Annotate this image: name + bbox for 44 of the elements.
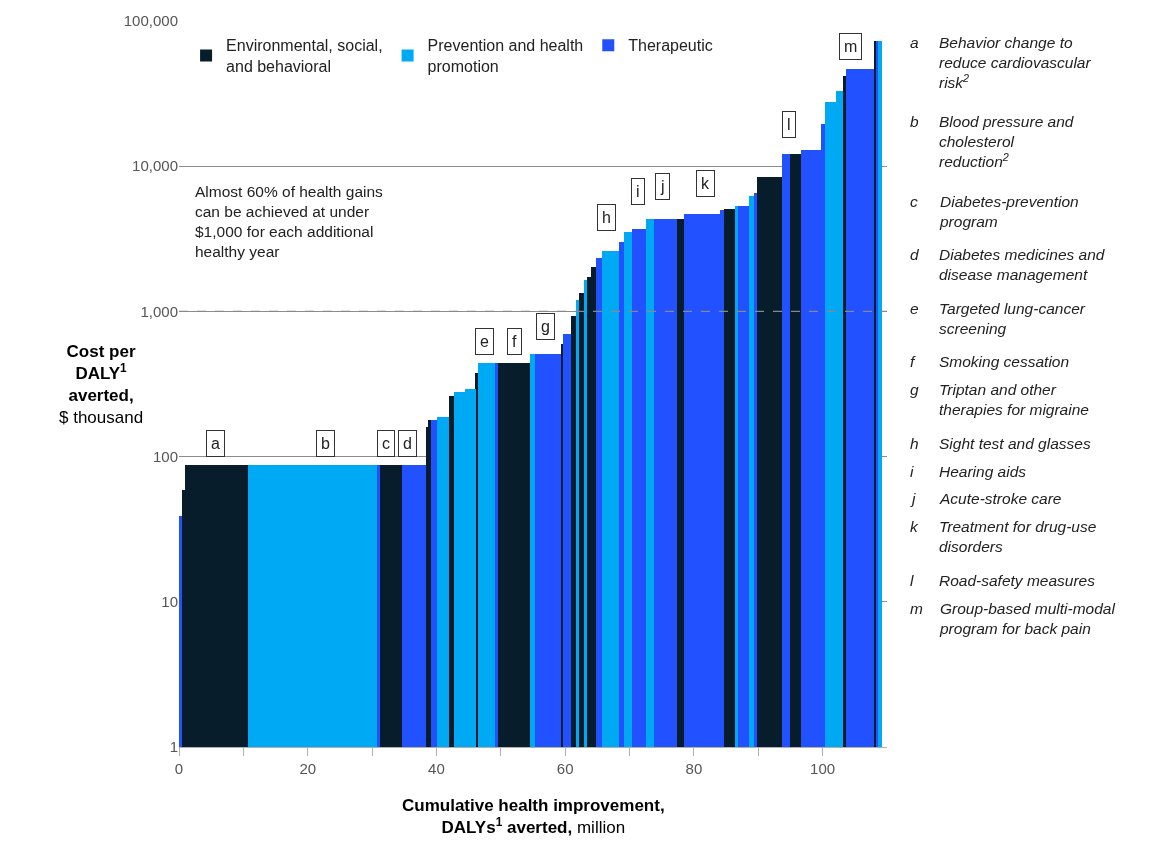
x-tick-label: 100 <box>810 760 836 777</box>
annotation: e <box>480 333 489 350</box>
legend-label: Prevention and health promotion <box>427 37 584 76</box>
annotation: m <box>844 38 858 55</box>
text: d Diabetes medicines and disease management <box>910 246 1105 284</box>
annotation: a <box>211 435 220 452</box>
annotation: i <box>636 183 640 200</box>
y-tick-label: 10 <box>161 593 178 611</box>
y-tick-label: 1 <box>169 738 178 756</box>
annotation: h <box>602 209 611 226</box>
text: h Sight test and glasses <box>910 435 1091 452</box>
annotation: Almost 60% of health gains can be achieved at under $1,000 for each additional healthy year <box>195 183 384 261</box>
y-axis-title: Cost per DALY$^{1}$ averted, $ thousand <box>59 342 144 428</box>
legend-label: Environmental, social, and behavioral <box>226 37 383 76</box>
x-tick-label: 60 <box>556 760 574 777</box>
y-tick-label: 10,000 <box>132 157 178 175</box>
annotation: g <box>541 318 550 335</box>
text: e Targeted lung-cancer screening <box>910 300 1085 338</box>
annotation: d <box>403 435 412 452</box>
annotation: c <box>382 435 390 452</box>
text: b Blood pressure and cholesterol reduction$^{2}$ <box>910 113 1074 171</box>
text: m Group-based multi-modal program for back pain <box>910 600 1116 638</box>
annotation: l <box>787 116 791 133</box>
text: i Hearing aids <box>910 463 1027 480</box>
text: j Acute-stroke care <box>912 490 1062 507</box>
annotation: k <box>701 175 710 192</box>
x-tick-label: 80 <box>685 760 703 777</box>
x-tick-label: 20 <box>299 760 317 777</box>
legend-label: Therapeutic <box>628 37 713 55</box>
text: a Behavior change to reduce cardiovascular risk$^{2}$ <box>910 34 1091 92</box>
annotation: j <box>660 178 665 195</box>
annotation: f <box>512 333 517 350</box>
text: c Diabetes-prevention program <box>910 193 1079 231</box>
x-tick-label: 40 <box>428 760 445 777</box>
text: k Treatment for drug-use disorders <box>910 518 1097 556</box>
y-tick-label: 100,000 <box>123 12 178 30</box>
y-tick-label: 100 <box>152 447 178 465</box>
text: g Triptan and other therapies for migraine <box>910 381 1089 419</box>
text: f Smoking cessation <box>910 353 1070 370</box>
x-axis-title: Cumulative health improvement, DALYs$^{1}$ averted, million <box>402 796 665 838</box>
y-tick-label: 1,000 <box>140 302 178 320</box>
annotation: b <box>321 435 330 452</box>
text: l Road-safety measures <box>910 572 1095 589</box>
x-tick-label: 0 <box>174 760 184 777</box>
